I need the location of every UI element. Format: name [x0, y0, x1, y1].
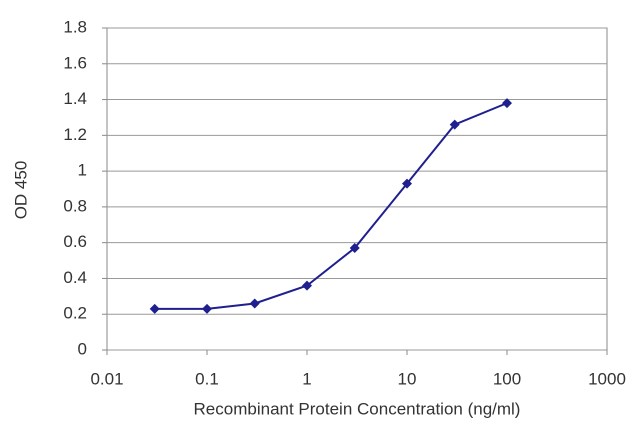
y-tick-label: 1.8: [63, 17, 87, 36]
x-tick-label: 10: [398, 369, 417, 388]
x-axis-label: Recombinant Protein Concentration (ng/ml…: [194, 399, 521, 418]
x-tick-label: 0.01: [90, 369, 123, 388]
data-point: [349, 243, 360, 254]
y-tick-label: 1.6: [63, 53, 87, 72]
data-point: [302, 280, 312, 291]
y-tick-label: 1: [78, 161, 87, 180]
x-tick-label: 1: [302, 369, 311, 388]
x-tick-label: 1000: [588, 369, 626, 388]
y-tick-label: 0.4: [63, 268, 87, 287]
data-line: [154, 102, 508, 310]
data-point: [449, 119, 460, 130]
y-tick-label: 1.4: [63, 89, 87, 108]
y-tick-label: 0: [78, 339, 87, 358]
data-point: [502, 98, 512, 109]
y-axis-label: OD 450: [11, 161, 30, 220]
x-tick-label: 100: [493, 369, 521, 388]
data-point: [249, 298, 260, 309]
plot-area: [106, 27, 608, 351]
data-point: [149, 303, 160, 314]
y-tick-label: 0.8: [63, 196, 87, 215]
data-point: [402, 178, 412, 189]
data-point: [202, 303, 212, 314]
x-tick-label: 0.1: [195, 369, 219, 388]
y-tick-label: 1.2: [63, 125, 87, 144]
y-tick-label: 0.2: [63, 304, 87, 323]
y-tick-label: 0.6: [63, 232, 87, 251]
